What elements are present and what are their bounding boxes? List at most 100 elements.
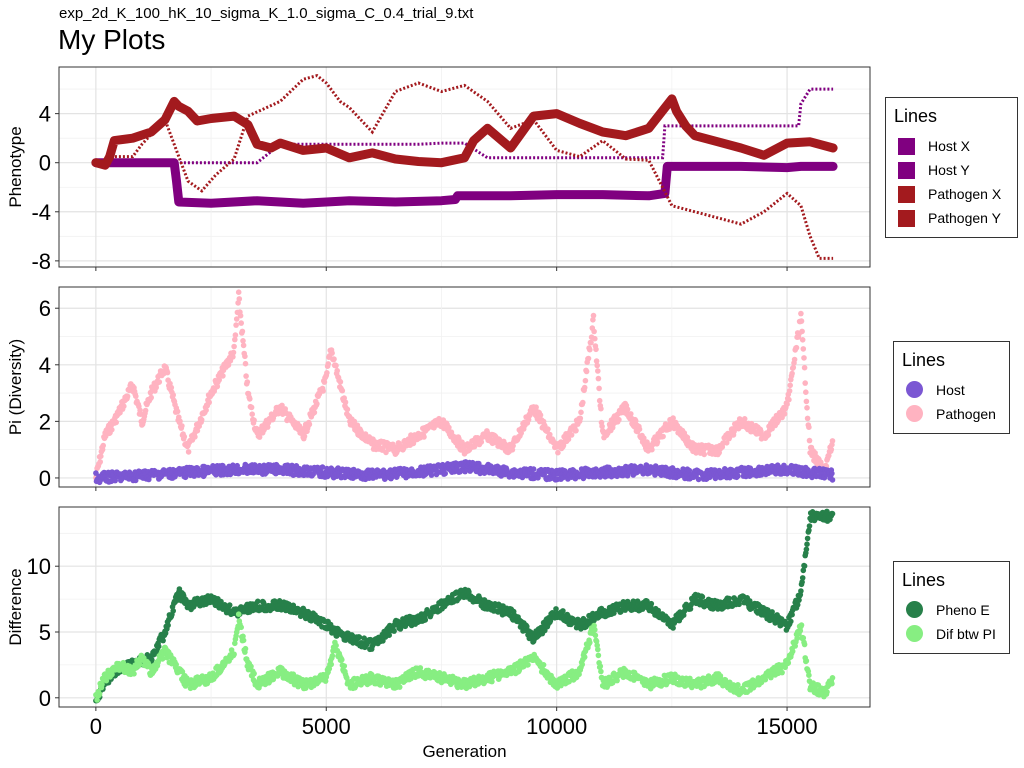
data-point [198, 417, 205, 423]
data-point [573, 427, 579, 434]
legend-label: Host Y [928, 162, 970, 178]
data-point [142, 407, 149, 414]
data-point [351, 418, 358, 425]
data-point [568, 432, 575, 438]
data-point [94, 697, 100, 703]
y-axis-label: Phenotype [6, 126, 25, 207]
data-point [162, 630, 169, 637]
data-point [530, 466, 537, 472]
data-point [124, 393, 131, 400]
data-point [553, 606, 559, 612]
data-point [320, 388, 326, 394]
data-point [800, 567, 807, 574]
x-tick-label: 0 [90, 714, 102, 739]
data-point [417, 665, 424, 671]
plot-frame [58, 506, 871, 708]
data-point [333, 362, 339, 369]
data-point [626, 669, 632, 676]
x-tick-label: 15000 [756, 714, 817, 739]
data-point [251, 417, 257, 424]
data-point [806, 424, 812, 431]
data-point [231, 343, 237, 350]
data-point [540, 662, 547, 668]
data-point [156, 379, 163, 385]
data-point [591, 328, 597, 335]
data-point [779, 669, 785, 676]
y-tick-label: 10 [27, 554, 51, 579]
data-point [687, 675, 693, 682]
data-point [264, 424, 271, 430]
data-point [799, 337, 806, 343]
data-point [829, 470, 835, 477]
data-point [240, 338, 246, 344]
data-point [326, 665, 333, 672]
data-point [306, 421, 313, 428]
data-point [230, 462, 236, 469]
y-tick-label: 4 [39, 102, 51, 127]
y-tick-label: -4 [31, 200, 51, 225]
data-point [233, 322, 239, 328]
data-point [159, 656, 166, 662]
data-point [803, 389, 809, 396]
data-point [99, 681, 105, 688]
data-point [133, 393, 139, 400]
data-point [587, 639, 593, 646]
data-point [301, 433, 308, 440]
data-point [230, 354, 236, 360]
data-point [242, 645, 249, 652]
data-point [701, 451, 707, 458]
data-point [803, 546, 810, 553]
x-axis-label: Generation [422, 742, 506, 761]
data-point [560, 608, 566, 614]
data-point [723, 440, 730, 446]
data-point [112, 477, 118, 484]
data-point [237, 312, 244, 319]
data-point [806, 523, 813, 529]
legend-diversity: Lines Host Pathogen [893, 341, 1010, 434]
data-point [396, 684, 403, 690]
data-point [251, 670, 257, 677]
plot-background [59, 287, 870, 487]
data-point [533, 404, 539, 411]
legend-label: Pathogen Y [928, 210, 1001, 226]
data-point [686, 467, 693, 474]
data-point [240, 637, 247, 644]
data-point [314, 401, 320, 407]
y-tick-label: 2 [39, 409, 51, 434]
data-point [592, 632, 599, 639]
legend-label: Pathogen [936, 406, 996, 422]
data-point [446, 424, 452, 431]
data-point [489, 678, 495, 685]
legend-label: Pheno E [936, 602, 990, 618]
legend-label: Pathogen X [928, 186, 1002, 202]
legend-title: Lines [894, 106, 938, 126]
legend-title: Lines [902, 570, 946, 590]
plot-frame [58, 66, 871, 268]
data-point [578, 409, 584, 416]
data-point [256, 434, 263, 440]
data-point [428, 472, 435, 478]
data-point [829, 675, 836, 681]
data-point [785, 660, 792, 666]
y-tick-label: 4 [39, 353, 51, 378]
data-point [798, 318, 805, 324]
data-point [422, 617, 429, 623]
data-point [624, 406, 631, 413]
data-point [799, 328, 805, 335]
data-point [726, 595, 732, 602]
data-point [687, 606, 694, 612]
data-point [220, 373, 226, 379]
data-point [185, 449, 192, 455]
data-point [735, 473, 741, 479]
data-point [628, 411, 634, 417]
data-point [173, 661, 179, 668]
data-point [579, 661, 585, 668]
data-point [762, 676, 769, 683]
data-point [828, 446, 835, 453]
data-point [249, 411, 255, 418]
data-point [804, 541, 810, 547]
data-point [735, 682, 741, 688]
data-point [149, 657, 155, 663]
data-point [581, 654, 588, 660]
data-point [803, 398, 810, 405]
